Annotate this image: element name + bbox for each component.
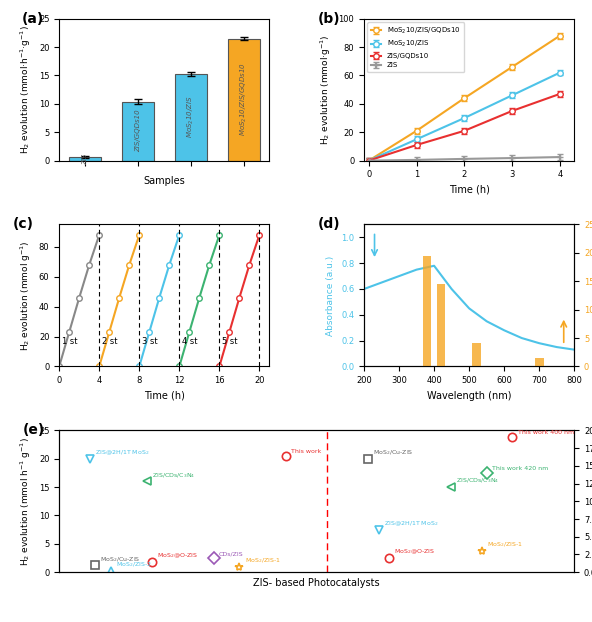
Y-axis label: H$_2$ evolution (mmol h$^{-1}$ g$^{-1}$): H$_2$ evolution (mmol h$^{-1}$ g$^{-1}$) — [19, 437, 33, 565]
Text: 3 st: 3 st — [142, 337, 158, 346]
Text: ZIS@2H/1T MoS$_2$: ZIS@2H/1T MoS$_2$ — [384, 519, 438, 527]
Bar — [437, 284, 445, 366]
X-axis label: ZIS- based Photocatalysts: ZIS- based Photocatalysts — [253, 578, 380, 588]
Text: MoS$_2$/ZIS-2: MoS$_2$/ZIS-2 — [116, 560, 152, 569]
Text: This work 400 nm: This work 400 nm — [517, 430, 574, 435]
Text: ZIS/CDs/C$_3$N$_4$: ZIS/CDs/C$_3$N$_4$ — [152, 471, 195, 480]
X-axis label: Wavelength (nm): Wavelength (nm) — [427, 391, 511, 401]
Text: (b): (b) — [318, 12, 340, 26]
Text: 5 st: 5 st — [223, 337, 238, 346]
Text: (e): (e) — [23, 423, 46, 437]
Bar — [228, 39, 260, 160]
Y-axis label: H$_2$ evolution (mmol g$^{-1}$): H$_2$ evolution (mmol g$^{-1}$) — [19, 240, 33, 351]
Text: ZIS@2H/1T MoS$_2$: ZIS@2H/1T MoS$_2$ — [95, 448, 150, 457]
Text: (d): (d) — [318, 217, 340, 231]
Text: This work: This work — [291, 449, 321, 454]
Y-axis label: Absorbance (a.u.): Absorbance (a.u.) — [327, 255, 336, 336]
Text: MoS$_2$/Cu-ZIS: MoS$_2$/Cu-ZIS — [101, 555, 141, 564]
Text: (c): (c) — [13, 217, 34, 231]
Bar — [175, 74, 207, 160]
X-axis label: Time (h): Time (h) — [449, 185, 490, 195]
Text: MoS$_2$@O-ZIS: MoS$_2$@O-ZIS — [157, 552, 198, 560]
Bar — [69, 157, 101, 160]
Text: ZIS/GQDs10: ZIS/GQDs10 — [135, 109, 141, 152]
Text: CDs/ZIS: CDs/ZIS — [219, 551, 243, 556]
Text: MoS$_2$/Cu-ZIS: MoS$_2$/Cu-ZIS — [374, 448, 414, 457]
X-axis label: Time (h): Time (h) — [144, 391, 185, 401]
Text: MoS$_2$10/ZIS/GQDs10: MoS$_2$10/ZIS/GQDs10 — [239, 63, 249, 136]
X-axis label: Samples: Samples — [143, 176, 185, 186]
Text: MoS$_2$/ZIS-1: MoS$_2$/ZIS-1 — [487, 540, 523, 549]
Bar — [472, 343, 481, 366]
Text: 2 st: 2 st — [102, 337, 118, 346]
Text: MoS$_2$10/ZIS: MoS$_2$10/ZIS — [186, 96, 196, 139]
Legend: MoS$_2$10/ZIS/GQDs10, MoS$_2$10/ZIS, ZIS/GQDs10, ZIS: MoS$_2$10/ZIS/GQDs10, MoS$_2$10/ZIS, ZIS… — [368, 22, 464, 72]
Text: ZIS/CDs/C$_3$N$_4$: ZIS/CDs/C$_3$N$_4$ — [456, 476, 499, 485]
Text: 4 st: 4 st — [182, 337, 198, 346]
Bar — [423, 256, 432, 366]
Bar — [535, 358, 543, 366]
Bar — [122, 101, 154, 160]
Text: MoS$_2$/ZIS-1: MoS$_2$/ZIS-1 — [244, 556, 281, 565]
Text: MoS$_2$@O-ZIS: MoS$_2$@O-ZIS — [394, 547, 435, 556]
Text: ZIS: ZIS — [82, 153, 88, 165]
Text: (a): (a) — [21, 12, 44, 26]
Text: This work 420 nm: This work 420 nm — [492, 466, 548, 471]
Y-axis label: H$_2$ evolution (mmol·h$^{-1}$·g$^{-1}$): H$_2$ evolution (mmol·h$^{-1}$·g$^{-1}$) — [19, 26, 33, 154]
Y-axis label: H$_2$ evolution (mmol·g$^{-1}$): H$_2$ evolution (mmol·g$^{-1}$) — [318, 34, 333, 145]
Text: 1 st: 1 st — [62, 337, 78, 346]
